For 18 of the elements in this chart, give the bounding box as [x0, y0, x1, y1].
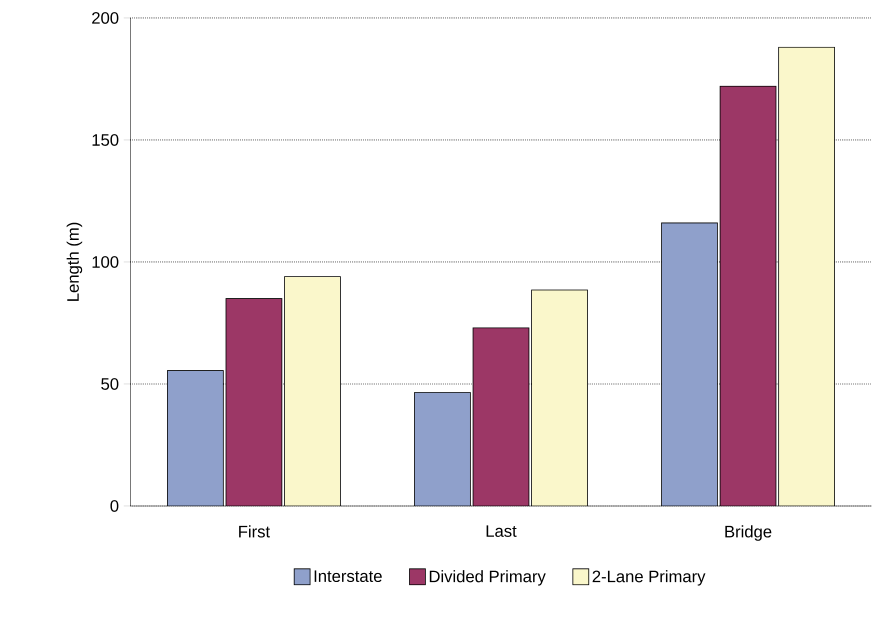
legend-label: Divided Primary	[430, 570, 546, 586]
x-tick-label: Last	[486, 525, 517, 538]
x-tick-label: Bridge	[725, 525, 772, 541]
bar	[284, 276, 341, 506]
y-tick-label: 0	[110, 500, 118, 512]
legend-label: 2-Lane Primary	[592, 570, 706, 586]
bar	[226, 298, 282, 506]
bar	[531, 290, 588, 506]
y-tick-label: 200	[92, 12, 118, 24]
y-tick-label: 100	[92, 256, 118, 268]
bar	[778, 46, 835, 506]
y-tick-label: 150	[92, 134, 118, 146]
bar	[472, 328, 530, 506]
legend-label: Interstate	[314, 570, 382, 582]
y-axis-title: Length (m)	[66, 222, 82, 301]
x-tick-label: First	[239, 525, 270, 538]
bar	[720, 86, 776, 506]
y-tick-label: 50	[101, 378, 118, 390]
